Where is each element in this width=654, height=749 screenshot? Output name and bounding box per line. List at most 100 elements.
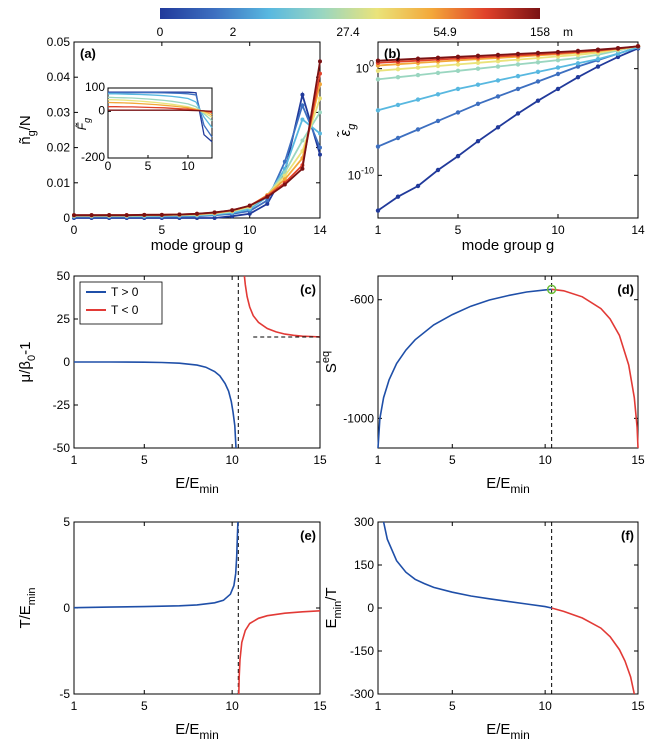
series-line xyxy=(238,610,321,695)
inset-x-tick-label: 5 xyxy=(145,159,152,173)
data-point xyxy=(318,96,322,101)
x-axis-label: E/Emin xyxy=(486,721,530,742)
data-point xyxy=(195,211,199,216)
data-point xyxy=(230,208,235,213)
y-axis-label-part: T/E xyxy=(17,605,34,628)
x-axis-label: E/Emin xyxy=(175,475,219,496)
data-point xyxy=(415,56,421,61)
inset-y-tick-label: -200 xyxy=(81,150,105,164)
data-point xyxy=(475,101,481,107)
series-line xyxy=(551,607,636,695)
inset-series-line xyxy=(108,92,213,138)
panel-label: (f) xyxy=(621,528,634,543)
x-tick-label: 10 xyxy=(538,453,552,467)
y-axis-label-part: g xyxy=(346,123,358,130)
y-axis-label-part: min xyxy=(26,587,38,605)
x-tick-label: 15 xyxy=(631,453,645,467)
x-axis-label-part: min xyxy=(510,482,529,496)
data-point xyxy=(535,60,541,65)
data-point xyxy=(435,70,441,76)
y-tick-label: -50 xyxy=(53,441,71,455)
data-point xyxy=(318,131,322,136)
y-tick-label: 0.02 xyxy=(47,141,71,155)
data-point xyxy=(495,64,501,69)
data-point xyxy=(555,86,561,92)
data-point xyxy=(435,63,441,69)
y-axis-label-part: eq xyxy=(320,351,332,363)
data-point xyxy=(395,75,401,80)
data-point xyxy=(635,44,641,49)
tick-exponent: -10 xyxy=(361,165,374,175)
colorbar xyxy=(160,8,540,19)
data-point xyxy=(515,86,521,92)
y-axis-label: ñg/N xyxy=(17,115,38,144)
x-axis-label: E/Emin xyxy=(175,721,219,742)
x-axis-label-part: E/E xyxy=(175,721,199,738)
data-point xyxy=(415,183,421,189)
inset-series-line xyxy=(107,101,213,116)
x-axis-label: E/Emin xyxy=(486,475,530,496)
data-point xyxy=(595,64,601,69)
y-axis-label: μ/β0-1 xyxy=(17,342,38,383)
data-point xyxy=(318,110,322,115)
data-point xyxy=(435,55,441,60)
inset-y-axis-label: F̃g xyxy=(74,118,92,130)
data-point xyxy=(395,194,401,199)
x-tick-label: 1 xyxy=(71,699,78,713)
panel-f-frame xyxy=(377,521,639,695)
x-tick-label: 5 xyxy=(141,453,148,467)
inset-series-line xyxy=(108,109,213,112)
y-tick-label: 0 xyxy=(367,601,374,615)
y-tick-label: 25 xyxy=(57,312,71,326)
y-axis-label: T/Emin xyxy=(17,587,38,628)
y-axis-label-part: /T xyxy=(323,587,340,600)
data-point xyxy=(595,47,601,52)
x-axis-label: mode group g xyxy=(151,237,244,254)
data-point xyxy=(375,144,381,149)
colorbar-tick-label: 158 xyxy=(530,25,550,39)
series-line xyxy=(377,288,552,449)
data-point xyxy=(395,102,401,108)
y-tick-label: -5 xyxy=(59,687,70,701)
x-tick-label: 5 xyxy=(455,223,462,237)
series-line xyxy=(73,521,239,609)
x-tick-label: 1 xyxy=(375,453,382,467)
data-point xyxy=(415,127,421,132)
inset-y-tick-label: 0 xyxy=(98,103,105,117)
data-point xyxy=(555,71,561,77)
x-tick-label: 15 xyxy=(313,453,327,467)
data-point xyxy=(282,159,287,164)
data-point xyxy=(535,69,541,75)
data-point xyxy=(395,135,401,141)
x-tick-label: 10 xyxy=(225,699,239,713)
data-point xyxy=(395,67,401,72)
y-tick-label: 50 xyxy=(57,269,71,283)
data-point xyxy=(177,212,182,217)
x-tick-label: 15 xyxy=(313,699,327,713)
inset-y-axis-label-part: g xyxy=(82,118,92,123)
y-tick-label: 100 xyxy=(356,59,374,76)
y-axis-label-part: -1 xyxy=(17,342,34,355)
y-axis-label: Emin/T xyxy=(323,587,344,628)
y-tick-label: 0 xyxy=(63,601,70,615)
data-point xyxy=(89,213,94,218)
data-point xyxy=(142,212,147,217)
data-point xyxy=(435,118,441,124)
x-tick-label: 1 xyxy=(375,699,382,713)
y-tick-label: 150 xyxy=(354,558,374,572)
x-tick-label: 14 xyxy=(631,223,645,237)
legend-label: T > 0 xyxy=(111,285,139,299)
x-tick-label: 14 xyxy=(313,223,327,237)
series-line xyxy=(377,47,639,212)
x-axis-label-part: E/E xyxy=(486,721,510,738)
data-point xyxy=(495,52,501,58)
data-point xyxy=(575,48,581,54)
data-point xyxy=(300,103,305,108)
x-axis-label-part: min xyxy=(510,728,529,742)
data-point xyxy=(455,86,461,92)
data-point xyxy=(555,57,561,63)
data-point xyxy=(555,65,561,70)
panel-label-a: (a) xyxy=(80,46,96,61)
data-point xyxy=(515,51,521,57)
y-axis-label-part: 0 xyxy=(26,355,38,361)
